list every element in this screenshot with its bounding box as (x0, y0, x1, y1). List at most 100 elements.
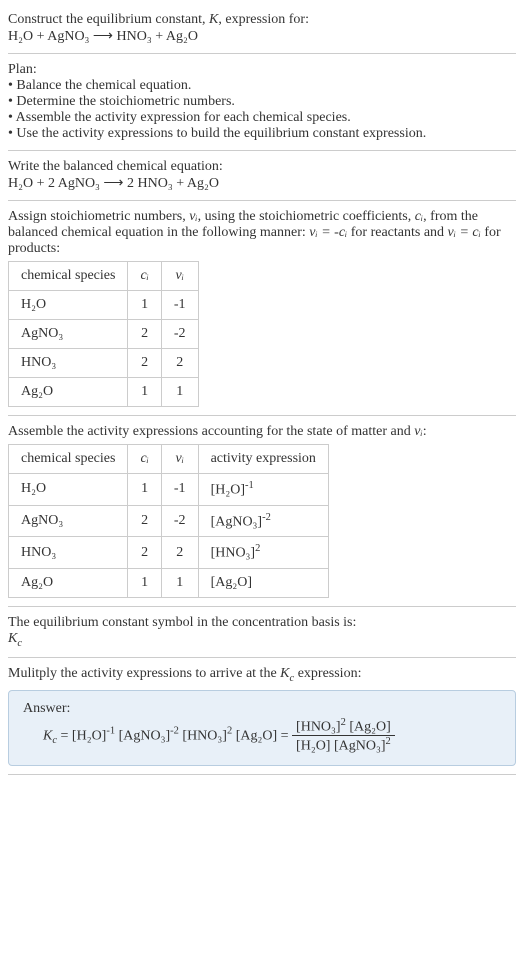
table-row: H₂O 1 -1 (9, 291, 199, 320)
term-exp: -2 (170, 725, 179, 736)
table-row: AgNO₃ 2 -2 (9, 320, 199, 349)
plan-bullet: • Determine the stoichiometric numbers. (8, 94, 516, 110)
cell-species: H₂O (9, 291, 128, 320)
table-row: HNO₃ 2 2 [HNO₃]2 (9, 537, 329, 569)
th-activity: activity expression (198, 445, 328, 474)
assemble-fragment: : (423, 424, 427, 439)
cell-activity: [HNO₃]2 (198, 537, 328, 569)
cell-activity: [H₂O]-1 (198, 474, 328, 506)
term-exp: 2 (341, 717, 346, 728)
activity-base: [Ag₂O] (211, 575, 252, 590)
k-letter: K (8, 631, 17, 646)
table-header-row: chemical species cᵢ νᵢ (9, 262, 199, 291)
c-sub: c (17, 638, 22, 649)
nu-symbol: νᵢ (189, 209, 197, 224)
intro-section: Construct the equilibrium constant, K, e… (8, 4, 516, 54)
cell-ci: 2 (128, 349, 161, 378)
rel1: νᵢ = -cᵢ (309, 225, 347, 240)
multiply-section: Mulitply the activity expressions to arr… (8, 658, 516, 775)
k-symbol: K (209, 12, 218, 27)
symbol-section: The equilibrium constant symbol in the c… (8, 607, 516, 658)
equals: = (57, 728, 72, 743)
th-species: chemical species (9, 445, 128, 474)
cell-ci: 2 (128, 505, 161, 537)
stoich-table: chemical species cᵢ νᵢ H₂O 1 -1 AgNO₃ 2 … (8, 261, 199, 407)
plan-title: Plan: (8, 62, 516, 78)
th-vi: νᵢ (161, 445, 198, 474)
intro-text-post: , expression for: (218, 12, 309, 27)
answer-equation: Kc = [H₂O]-1 [AgNO₃]-2 [HNO₃]2 [Ag₂O] = … (43, 717, 501, 755)
answer-label: Answer: (23, 701, 501, 717)
cell-species: Ag₂O (9, 378, 128, 407)
k-letter: K (43, 728, 52, 743)
plan-bullet: • Assemble the activity expression for e… (8, 110, 516, 126)
term-base: [HNO₃] (296, 719, 341, 734)
nu-symbol: νᵢ (414, 424, 422, 439)
rel2: νᵢ = cᵢ (448, 225, 481, 240)
k-letter: K (280, 666, 289, 681)
cell-activity: [AgNO₃]-2 (198, 505, 328, 537)
assemble-text: Assemble the activity expressions accoun… (8, 424, 516, 440)
activity-base: [H₂O] (211, 483, 245, 498)
cell-activity: [Ag₂O] (198, 568, 328, 597)
balanced-equation: H₂O + 2 AgNO₃ ⟶ 2 HNO₃ + Ag₂O (8, 175, 516, 192)
cell-vi: -1 (161, 291, 198, 320)
term-base: [Ag₂O] (236, 728, 277, 743)
activity-exp: -1 (245, 480, 254, 491)
cell-species: HNO₃ (9, 537, 128, 569)
activity-base: [AgNO₃] (211, 514, 263, 529)
cell-species: AgNO₃ (9, 505, 128, 537)
cell-species: H₂O (9, 474, 128, 506)
table-row: H₂O 1 -1 [H₂O]-1 (9, 474, 329, 506)
multiply-text: Mulitply the activity expressions to arr… (8, 666, 516, 684)
balanced-section: Write the balanced chemical equation: H₂… (8, 151, 516, 201)
answer-box: Answer: Kc = [H₂O]-1 [AgNO₃]-2 [HNO₃]2 [… (8, 690, 516, 766)
cell-ci: 1 (128, 474, 161, 506)
activity-exp: 2 (255, 543, 260, 554)
cell-vi: -2 (161, 320, 198, 349)
assign-section: Assign stoichiometric numbers, νᵢ, using… (8, 201, 516, 416)
term-base: [AgNO₃] (119, 728, 171, 743)
term-exp: 2 (386, 736, 391, 747)
cell-species: Ag₂O (9, 568, 128, 597)
term-base: [AgNO₃] (334, 739, 386, 754)
table-row: Ag₂O 1 1 [Ag₂O] (9, 568, 329, 597)
term-base: [H₂O] (72, 728, 106, 743)
activity-base: [HNO₃] (211, 546, 256, 561)
assign-fragment: , using the stoichiometric coefficients, (198, 209, 415, 224)
cell-ci: 1 (128, 378, 161, 407)
th-species: chemical species (9, 262, 128, 291)
table-header-row: chemical species cᵢ νᵢ activity expressi… (9, 445, 329, 474)
table-row: Ag₂O 1 1 (9, 378, 199, 407)
cell-ci: 1 (128, 291, 161, 320)
table-row: AgNO₃ 2 -2 [AgNO₃]-2 (9, 505, 329, 537)
cell-vi: 2 (161, 349, 198, 378)
intro-equation: H₂O + AgNO₃ ⟶ HNO₃ + Ag₂O (8, 28, 516, 45)
activity-table: chemical species cᵢ νᵢ activity expressi… (8, 444, 329, 598)
cell-vi: 2 (161, 537, 198, 569)
plan-bullet: • Balance the chemical equation. (8, 78, 516, 94)
multiply-fragment: Mulitply the activity expressions to arr… (8, 666, 280, 681)
assign-text: Assign stoichiometric numbers, νᵢ, using… (8, 209, 516, 257)
term-base: [Ag₂O] (349, 719, 390, 734)
plan-bullet: • Use the activity expressions to build … (8, 126, 516, 142)
term-base: [H₂O] (296, 739, 330, 754)
c-symbol: cᵢ (415, 209, 423, 224)
assign-fragment: Assign stoichiometric numbers, (8, 209, 189, 224)
assemble-fragment: Assemble the activity expressions accoun… (8, 424, 414, 439)
fraction: [HNO₃]2 [Ag₂O] [H₂O] [AgNO₃]2 (292, 717, 395, 755)
intro-line: Construct the equilibrium constant, K, e… (8, 12, 516, 28)
symbol-text: The equilibrium constant symbol in the c… (8, 615, 516, 631)
cell-ci: 2 (128, 537, 161, 569)
term-base: [HNO₃] (182, 728, 227, 743)
cell-ci: 2 (128, 320, 161, 349)
cell-vi: 1 (161, 568, 198, 597)
assemble-section: Assemble the activity expressions accoun… (8, 416, 516, 607)
th-ci: cᵢ (128, 445, 161, 474)
term-exp: -1 (106, 725, 115, 736)
cell-species: HNO₃ (9, 349, 128, 378)
cell-species: AgNO₃ (9, 320, 128, 349)
numerator: [HNO₃]2 [Ag₂O] (292, 717, 395, 737)
term-exp: 2 (227, 725, 232, 736)
assign-fragment: for reactants and (347, 225, 447, 240)
